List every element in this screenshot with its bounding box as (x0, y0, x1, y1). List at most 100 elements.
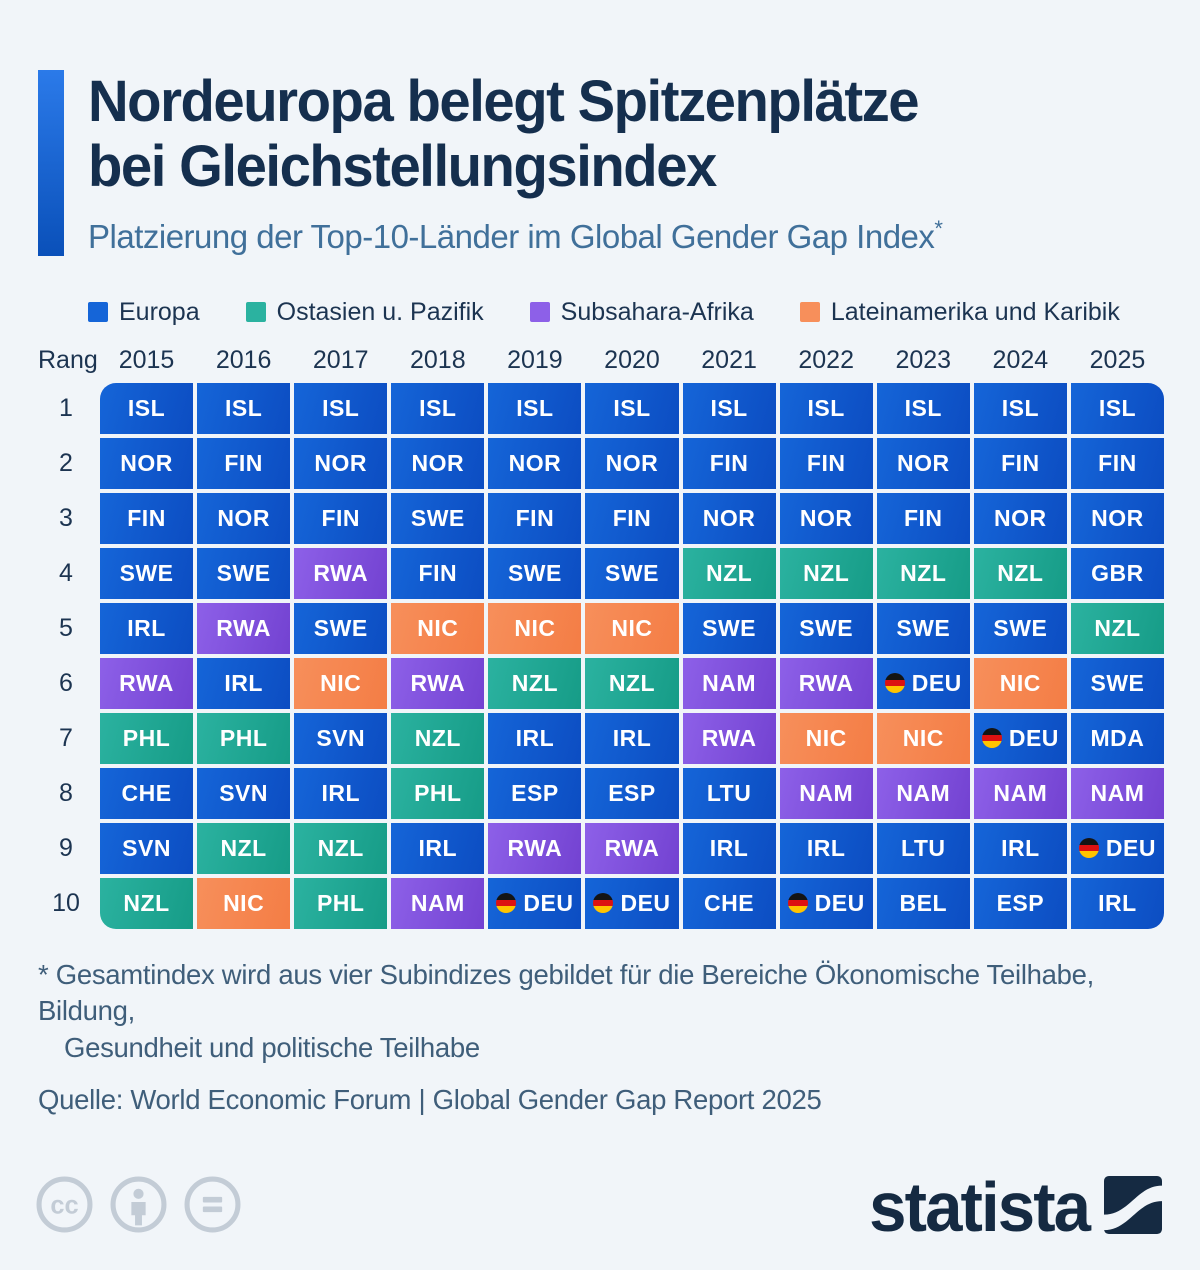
country-code: FIN (127, 504, 166, 531)
country-code: BEL (899, 889, 948, 916)
country-code: NAM (896, 779, 951, 806)
country-code: NZL (705, 559, 753, 586)
cell-2024-rank6: NIC (973, 657, 1067, 709)
cell-2025-rank3: NOR (1070, 492, 1164, 544)
country-code: NZL (803, 559, 850, 586)
rank-label-6: 6 (59, 668, 73, 697)
country-code: NIC (902, 724, 944, 751)
cell-2019-rank7: IRL (488, 712, 582, 764)
cell-2017-rank8: IRL (294, 767, 388, 819)
country-code: FIN (515, 504, 555, 531)
cell-2017-rank2: NOR (294, 437, 388, 489)
source-line: Quelle: World Economic Forum | Global Ge… (38, 1083, 822, 1115)
year-header-2019: 2019 (507, 346, 563, 375)
country-code: SWE (507, 559, 562, 586)
country-code: NAM (799, 779, 854, 806)
country-code: SWE (410, 504, 465, 531)
country-code: SVN (316, 724, 366, 751)
germany-flag-icon (496, 893, 517, 914)
cell-2025-rank1: ISL (1070, 382, 1164, 434)
country-code: DEU (620, 889, 671, 916)
cell-2018-rank5: NIC (391, 602, 485, 654)
cell-2025-rank10: IRL (1070, 877, 1164, 929)
cell-2022-rank5: SWE (779, 602, 873, 654)
cell-2022-rank10: DEU (779, 877, 873, 929)
country-code: ISL (807, 394, 845, 421)
country-code: NZL (1094, 614, 1141, 641)
cell-2025-rank9: DEU (1070, 822, 1164, 874)
country-code: RWA (798, 669, 854, 696)
subtitle-text: Platzierung der Top-10-Länder im Global … (88, 217, 935, 255)
country-code: NOR (799, 504, 853, 531)
country-code: NAM (702, 669, 757, 696)
country-code: ISL (127, 394, 166, 421)
cell-2022-rank2: FIN (779, 437, 873, 489)
cell-2023-rank7: NIC (876, 712, 970, 764)
cell-2023-rank3: FIN (876, 492, 970, 544)
year-header-2025: 2025 (1089, 346, 1146, 375)
cell-2021-rank4: NZL (682, 547, 776, 599)
cell-2015-rank9: SVN (100, 822, 194, 874)
year-header-2024: 2024 (992, 346, 1049, 375)
legend-item-subsaharan-africa: Subsahara-Afrika (529, 297, 754, 327)
rank-label-10: 10 (52, 888, 80, 917)
country-code: FIN (806, 449, 846, 476)
country-code: NAM (993, 779, 1048, 806)
country-code: ISL (1098, 394, 1137, 421)
country-code: RWA (410, 669, 466, 696)
cell-2019-rank2: NOR (488, 437, 582, 489)
cell-2025-rank5: NZL (1070, 602, 1164, 654)
germany-flag-icon (981, 728, 1002, 749)
country-code: NOR (411, 449, 465, 476)
cell-2022-rank1: ISL (779, 382, 873, 434)
cell-2016-rank2: FIN (197, 437, 291, 489)
country-code: NZL (123, 889, 170, 916)
cell-2021-rank3: NOR (682, 492, 776, 544)
cell-2019-rank9: RWA (488, 822, 582, 874)
country-code: ISL (904, 394, 942, 421)
country-code: SWE (313, 614, 368, 641)
rank-label-2: 2 (59, 448, 73, 477)
cell-2021-rank8: LTU (682, 767, 776, 819)
rank-label-5: 5 (59, 613, 73, 642)
country-code: NZL (608, 669, 656, 696)
cell-2020-rank6: NZL (585, 657, 679, 709)
country-code: SWE (702, 614, 757, 641)
legend-label: Subsahara-Afrika (560, 297, 754, 326)
cell-2023-rank10: BEL (876, 877, 970, 929)
cell-2016-rank10: NIC (197, 877, 291, 929)
cell-2015-rank8: CHE (100, 767, 194, 819)
footnote: * Gesamtindex wird aus vier Subindizes g… (38, 957, 1162, 1067)
country-code: NOR (1091, 504, 1144, 531)
cell-2021-rank5: SWE (682, 602, 776, 654)
country-code: NIC (805, 724, 847, 751)
country-code: RWA (701, 724, 757, 751)
statista-logo-text: statista (869, 1168, 1091, 1246)
country-code: IRL (127, 614, 166, 641)
country-code: IRL (1098, 889, 1137, 916)
cell-2017-rank3: FIN (294, 492, 388, 544)
cell-2017-rank5: SWE (294, 602, 388, 654)
bottom-bar: cc statista (36, 1172, 1162, 1242)
country-code: NZL (220, 834, 267, 861)
cell-2017-rank10: PHL (294, 877, 388, 929)
cell-2015-rank10: NZL (100, 877, 194, 929)
cell-2020-rank1: ISL (585, 382, 679, 434)
cell-2018-rank4: FIN (391, 547, 485, 599)
country-code: ISL (322, 394, 360, 421)
cell-2018-rank10: NAM (391, 877, 485, 929)
year-header-2022: 2022 (798, 346, 854, 375)
country-code: ESP (996, 889, 1045, 916)
country-code: IRL (321, 779, 360, 806)
country-code: ISL (224, 394, 263, 421)
cell-2018-rank3: SWE (391, 492, 485, 544)
cell-2020-rank2: NOR (585, 437, 679, 489)
country-code: NOR (120, 449, 173, 476)
country-code: NIC (320, 669, 362, 696)
rank-label-7: 7 (59, 723, 73, 752)
cell-2024-rank3: NOR (973, 492, 1067, 544)
rank-label-8: 8 (59, 778, 73, 807)
cell-2019-rank4: SWE (488, 547, 582, 599)
country-code: DEU (523, 889, 574, 916)
cell-2025-rank2: FIN (1070, 437, 1164, 489)
